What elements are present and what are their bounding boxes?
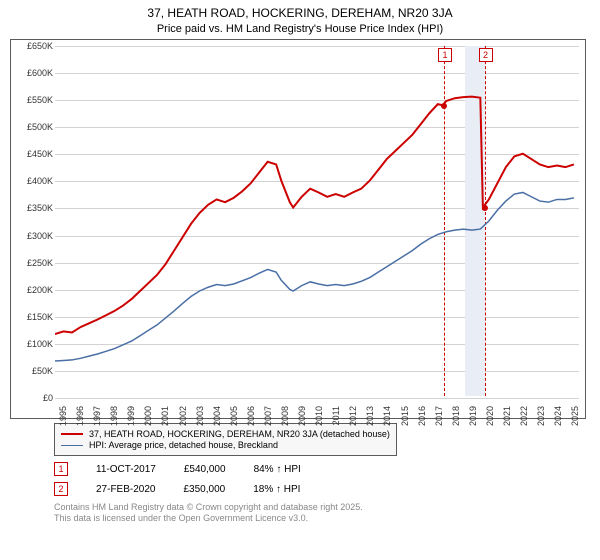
- x-tick-label: 1995: [58, 406, 68, 426]
- y-tick-label: £0: [13, 393, 53, 403]
- attribution-line: This data is licensed under the Open Gov…: [54, 513, 590, 524]
- x-tick-label: 2009: [297, 406, 307, 426]
- x-tick-label: 1997: [92, 406, 102, 426]
- x-tick-label: 2007: [263, 406, 273, 426]
- legend: 37, HEATH ROAD, HOCKERING, DEREHAM, NR20…: [54, 423, 397, 456]
- x-tick-label: 2016: [417, 406, 427, 426]
- sale-marker-2: 2: [54, 482, 68, 496]
- y-tick-label: £100K: [13, 339, 53, 349]
- x-tick-label: 2001: [160, 406, 170, 426]
- y-tick-label: £50K: [13, 366, 53, 376]
- y-tick-label: £300K: [13, 231, 53, 241]
- chart-container: 37, HEATH ROAD, HOCKERING, DEREHAM, NR20…: [0, 0, 600, 560]
- legend-item: HPI: Average price, detached house, Brec…: [61, 440, 390, 450]
- x-tick-label: 2006: [246, 406, 256, 426]
- x-tick-label: 2014: [382, 406, 392, 426]
- series-line-property: [55, 97, 574, 334]
- y-tick-label: £250K: [13, 258, 53, 268]
- x-tick-label: 2008: [280, 406, 290, 426]
- x-tick-label: 1998: [109, 406, 119, 426]
- x-tick-label: 2012: [348, 406, 358, 426]
- x-tick-label: 2000: [143, 406, 153, 426]
- x-tick-label: 1996: [75, 406, 85, 426]
- sale-marker-box: 2: [479, 48, 493, 62]
- x-tick-label: 2011: [331, 406, 341, 425]
- y-tick-label: £150K: [13, 312, 53, 322]
- sale-price: £540,000: [184, 464, 226, 475]
- sale-marker-1: 1: [54, 462, 68, 476]
- y-tick-label: £600K: [13, 68, 53, 78]
- x-tick-label: 2019: [468, 406, 478, 426]
- y-tick-label: £500K: [13, 122, 53, 132]
- sale-row: 2 27-FEB-2020 £350,000 18% ↑ HPI: [54, 482, 590, 496]
- series-line-hpi: [55, 192, 574, 361]
- legend-label: HPI: Average price, detached house, Brec…: [89, 440, 278, 450]
- sale-date: 27-FEB-2020: [96, 484, 155, 495]
- legend-swatch: [61, 433, 83, 435]
- sale-price: £350,000: [183, 484, 225, 495]
- attribution: Contains HM Land Registry data © Crown c…: [54, 502, 590, 525]
- x-tick-label: 2025: [570, 406, 580, 426]
- x-tick-label: 2015: [400, 406, 410, 426]
- chart-subtitle: Price paid vs. HM Land Registry's House …: [10, 23, 590, 35]
- x-tick-label: 2023: [536, 406, 546, 426]
- sale-delta: 84% ↑ HPI: [254, 464, 301, 475]
- y-tick-label: £200K: [13, 285, 53, 295]
- x-tick-label: 2024: [553, 406, 563, 426]
- sale-dot: [441, 103, 447, 109]
- x-tick-label: 2020: [485, 406, 495, 426]
- x-tick-label: 2003: [195, 406, 205, 426]
- sale-date: 11-OCT-2017: [96, 464, 156, 475]
- x-tick-label: 2018: [451, 406, 461, 426]
- sale-row: 1 11-OCT-2017 £540,000 84% ↑ HPI: [54, 462, 590, 476]
- x-tick-label: 2021: [502, 406, 512, 426]
- x-tick-label: 2002: [178, 406, 188, 426]
- y-tick-label: £350K: [13, 203, 53, 213]
- plot-inner: [55, 46, 579, 396]
- legend-swatch: [61, 445, 83, 446]
- attribution-line: Contains HM Land Registry data © Crown c…: [54, 502, 590, 513]
- x-tick-label: 1999: [126, 406, 136, 426]
- sale-marker-box: 1: [438, 48, 452, 62]
- legend-label: 37, HEATH ROAD, HOCKERING, DEREHAM, NR20…: [89, 429, 390, 439]
- x-tick-label: 2017: [434, 406, 444, 426]
- legend-item: 37, HEATH ROAD, HOCKERING, DEREHAM, NR20…: [61, 429, 390, 439]
- y-tick-label: £650K: [13, 41, 53, 51]
- x-tick-label: 2005: [229, 406, 239, 426]
- x-tick-label: 2010: [314, 406, 324, 426]
- y-tick-label: £550K: [13, 95, 53, 105]
- x-tick-label: 2022: [519, 406, 529, 426]
- y-tick-label: £400K: [13, 176, 53, 186]
- sale-delta: 18% ↑ HPI: [253, 484, 300, 495]
- x-tick-label: 2013: [365, 406, 375, 426]
- chart-title: 37, HEATH ROAD, HOCKERING, DEREHAM, NR20…: [10, 6, 590, 21]
- y-tick-label: £450K: [13, 149, 53, 159]
- chart-area: £0 £50K £100K £150K £200K £250K £300K £350K £400…: [10, 39, 586, 419]
- x-tick-label: 2004: [212, 406, 222, 426]
- chart-lines: [55, 46, 579, 396]
- sale-dot: [482, 205, 488, 211]
